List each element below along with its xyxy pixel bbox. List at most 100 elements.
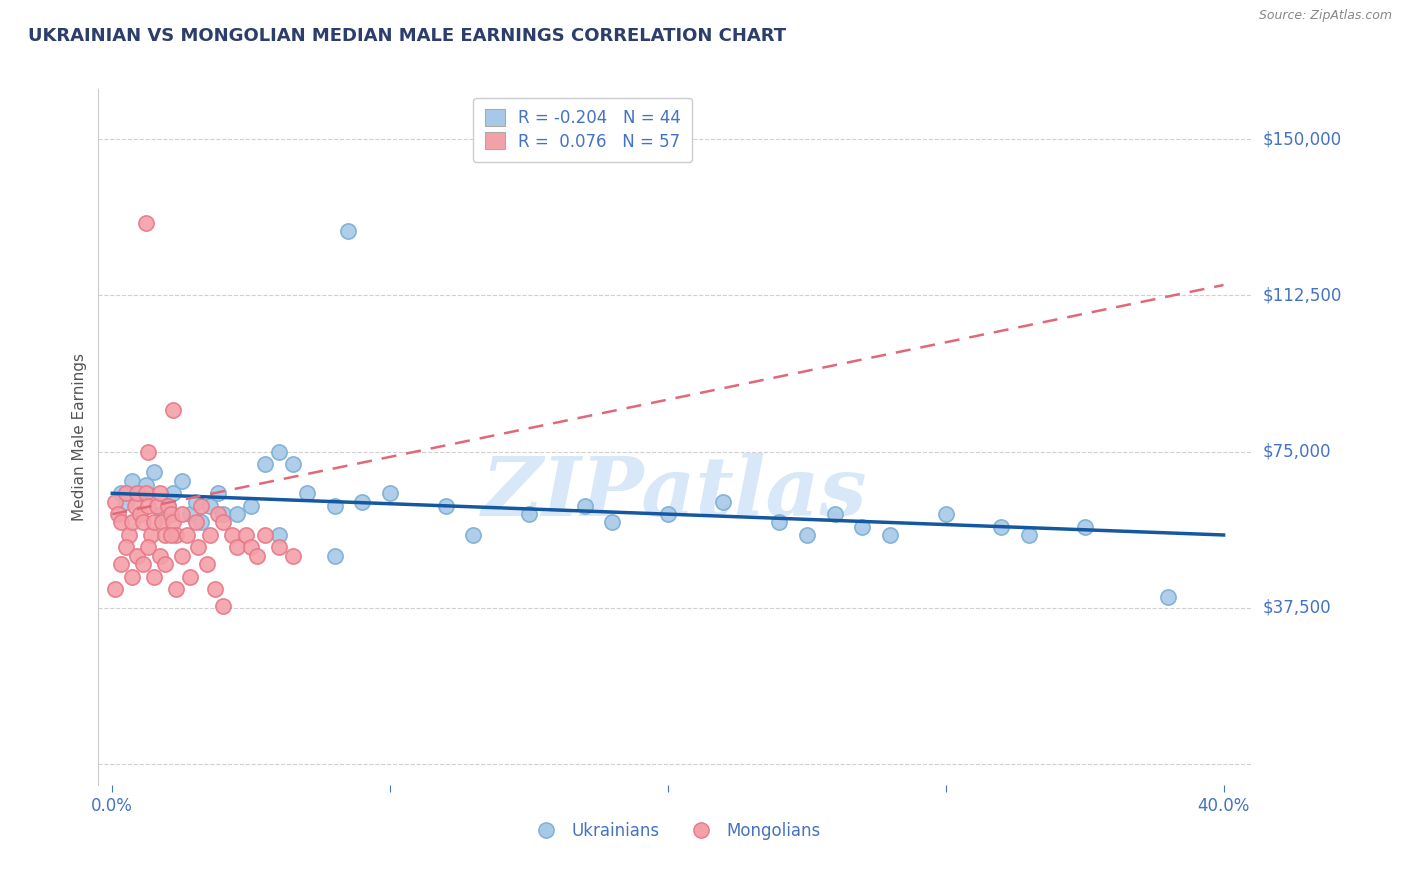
Point — [184, 494, 207, 508]
Point — [135, 478, 157, 492]
Point — [281, 549, 304, 563]
Point — [170, 507, 193, 521]
Point — [124, 499, 146, 513]
Point — [254, 528, 277, 542]
Point — [132, 557, 155, 571]
Point — [132, 516, 155, 530]
Point — [768, 516, 790, 530]
Point — [107, 507, 129, 521]
Point — [352, 494, 374, 508]
Point — [240, 499, 263, 513]
Point — [127, 486, 149, 500]
Point — [148, 486, 170, 500]
Point — [170, 549, 193, 563]
Point — [990, 519, 1012, 533]
Point — [796, 528, 818, 542]
Point — [156, 499, 179, 513]
Point — [138, 541, 160, 555]
Point — [165, 582, 187, 596]
Point — [143, 569, 166, 583]
Point — [187, 541, 209, 555]
Point — [212, 507, 235, 521]
Point — [295, 486, 318, 500]
Point — [141, 528, 163, 542]
Text: Source: ZipAtlas.com: Source: ZipAtlas.com — [1258, 9, 1392, 22]
Point — [267, 541, 290, 555]
Point — [235, 528, 257, 542]
Point — [165, 528, 187, 542]
Point — [104, 582, 127, 596]
Point — [713, 494, 735, 508]
Point — [267, 528, 290, 542]
Point — [179, 569, 201, 583]
Point — [824, 507, 846, 521]
Point — [135, 486, 157, 500]
Point — [143, 516, 166, 530]
Legend: Ukrainians, Mongolians: Ukrainians, Mongolians — [523, 815, 827, 847]
Point — [135, 215, 157, 229]
Point — [246, 549, 269, 563]
Point — [162, 516, 184, 530]
Point — [162, 486, 184, 500]
Point — [115, 541, 138, 555]
Point — [115, 494, 138, 508]
Point — [378, 486, 401, 500]
Point — [159, 507, 181, 521]
Point — [129, 507, 152, 521]
Text: $150,000: $150,000 — [1263, 130, 1341, 148]
Point — [198, 499, 221, 513]
Point — [221, 528, 243, 542]
Point — [127, 549, 149, 563]
Point — [226, 507, 249, 521]
Point — [162, 403, 184, 417]
Point — [198, 528, 221, 542]
Point — [323, 549, 346, 563]
Point — [434, 499, 457, 513]
Point — [145, 499, 167, 513]
Text: $75,000: $75,000 — [1263, 442, 1331, 460]
Text: $112,500: $112,500 — [1263, 286, 1341, 304]
Point — [574, 499, 596, 513]
Point — [138, 499, 160, 513]
Point — [138, 444, 160, 458]
Point — [190, 516, 212, 530]
Point — [121, 474, 143, 488]
Point — [281, 457, 304, 471]
Point — [195, 557, 218, 571]
Point — [150, 507, 173, 521]
Point — [207, 507, 229, 521]
Point — [212, 516, 235, 530]
Point — [935, 507, 957, 521]
Point — [110, 486, 132, 500]
Point — [517, 507, 540, 521]
Text: $37,500: $37,500 — [1263, 599, 1331, 617]
Point — [190, 499, 212, 513]
Point — [143, 466, 166, 480]
Point — [851, 519, 873, 533]
Point — [104, 494, 127, 508]
Text: ZIPatlas: ZIPatlas — [482, 453, 868, 533]
Point — [1157, 591, 1180, 605]
Point — [204, 582, 226, 596]
Point — [226, 541, 249, 555]
Point — [337, 224, 360, 238]
Point — [254, 457, 277, 471]
Point — [121, 569, 143, 583]
Point — [657, 507, 679, 521]
Point — [170, 474, 193, 488]
Y-axis label: Median Male Earnings: Median Male Earnings — [72, 353, 87, 521]
Point — [240, 541, 263, 555]
Point — [110, 557, 132, 571]
Point — [184, 516, 207, 530]
Point — [121, 516, 143, 530]
Point — [212, 599, 235, 613]
Point — [179, 507, 201, 521]
Text: UKRAINIAN VS MONGOLIAN MEDIAN MALE EARNINGS CORRELATION CHART: UKRAINIAN VS MONGOLIAN MEDIAN MALE EARNI… — [28, 27, 786, 45]
Point — [176, 528, 198, 542]
Point — [148, 549, 170, 563]
Point — [602, 516, 624, 530]
Point — [879, 528, 901, 542]
Point — [1073, 519, 1095, 533]
Point — [156, 499, 179, 513]
Point — [207, 486, 229, 500]
